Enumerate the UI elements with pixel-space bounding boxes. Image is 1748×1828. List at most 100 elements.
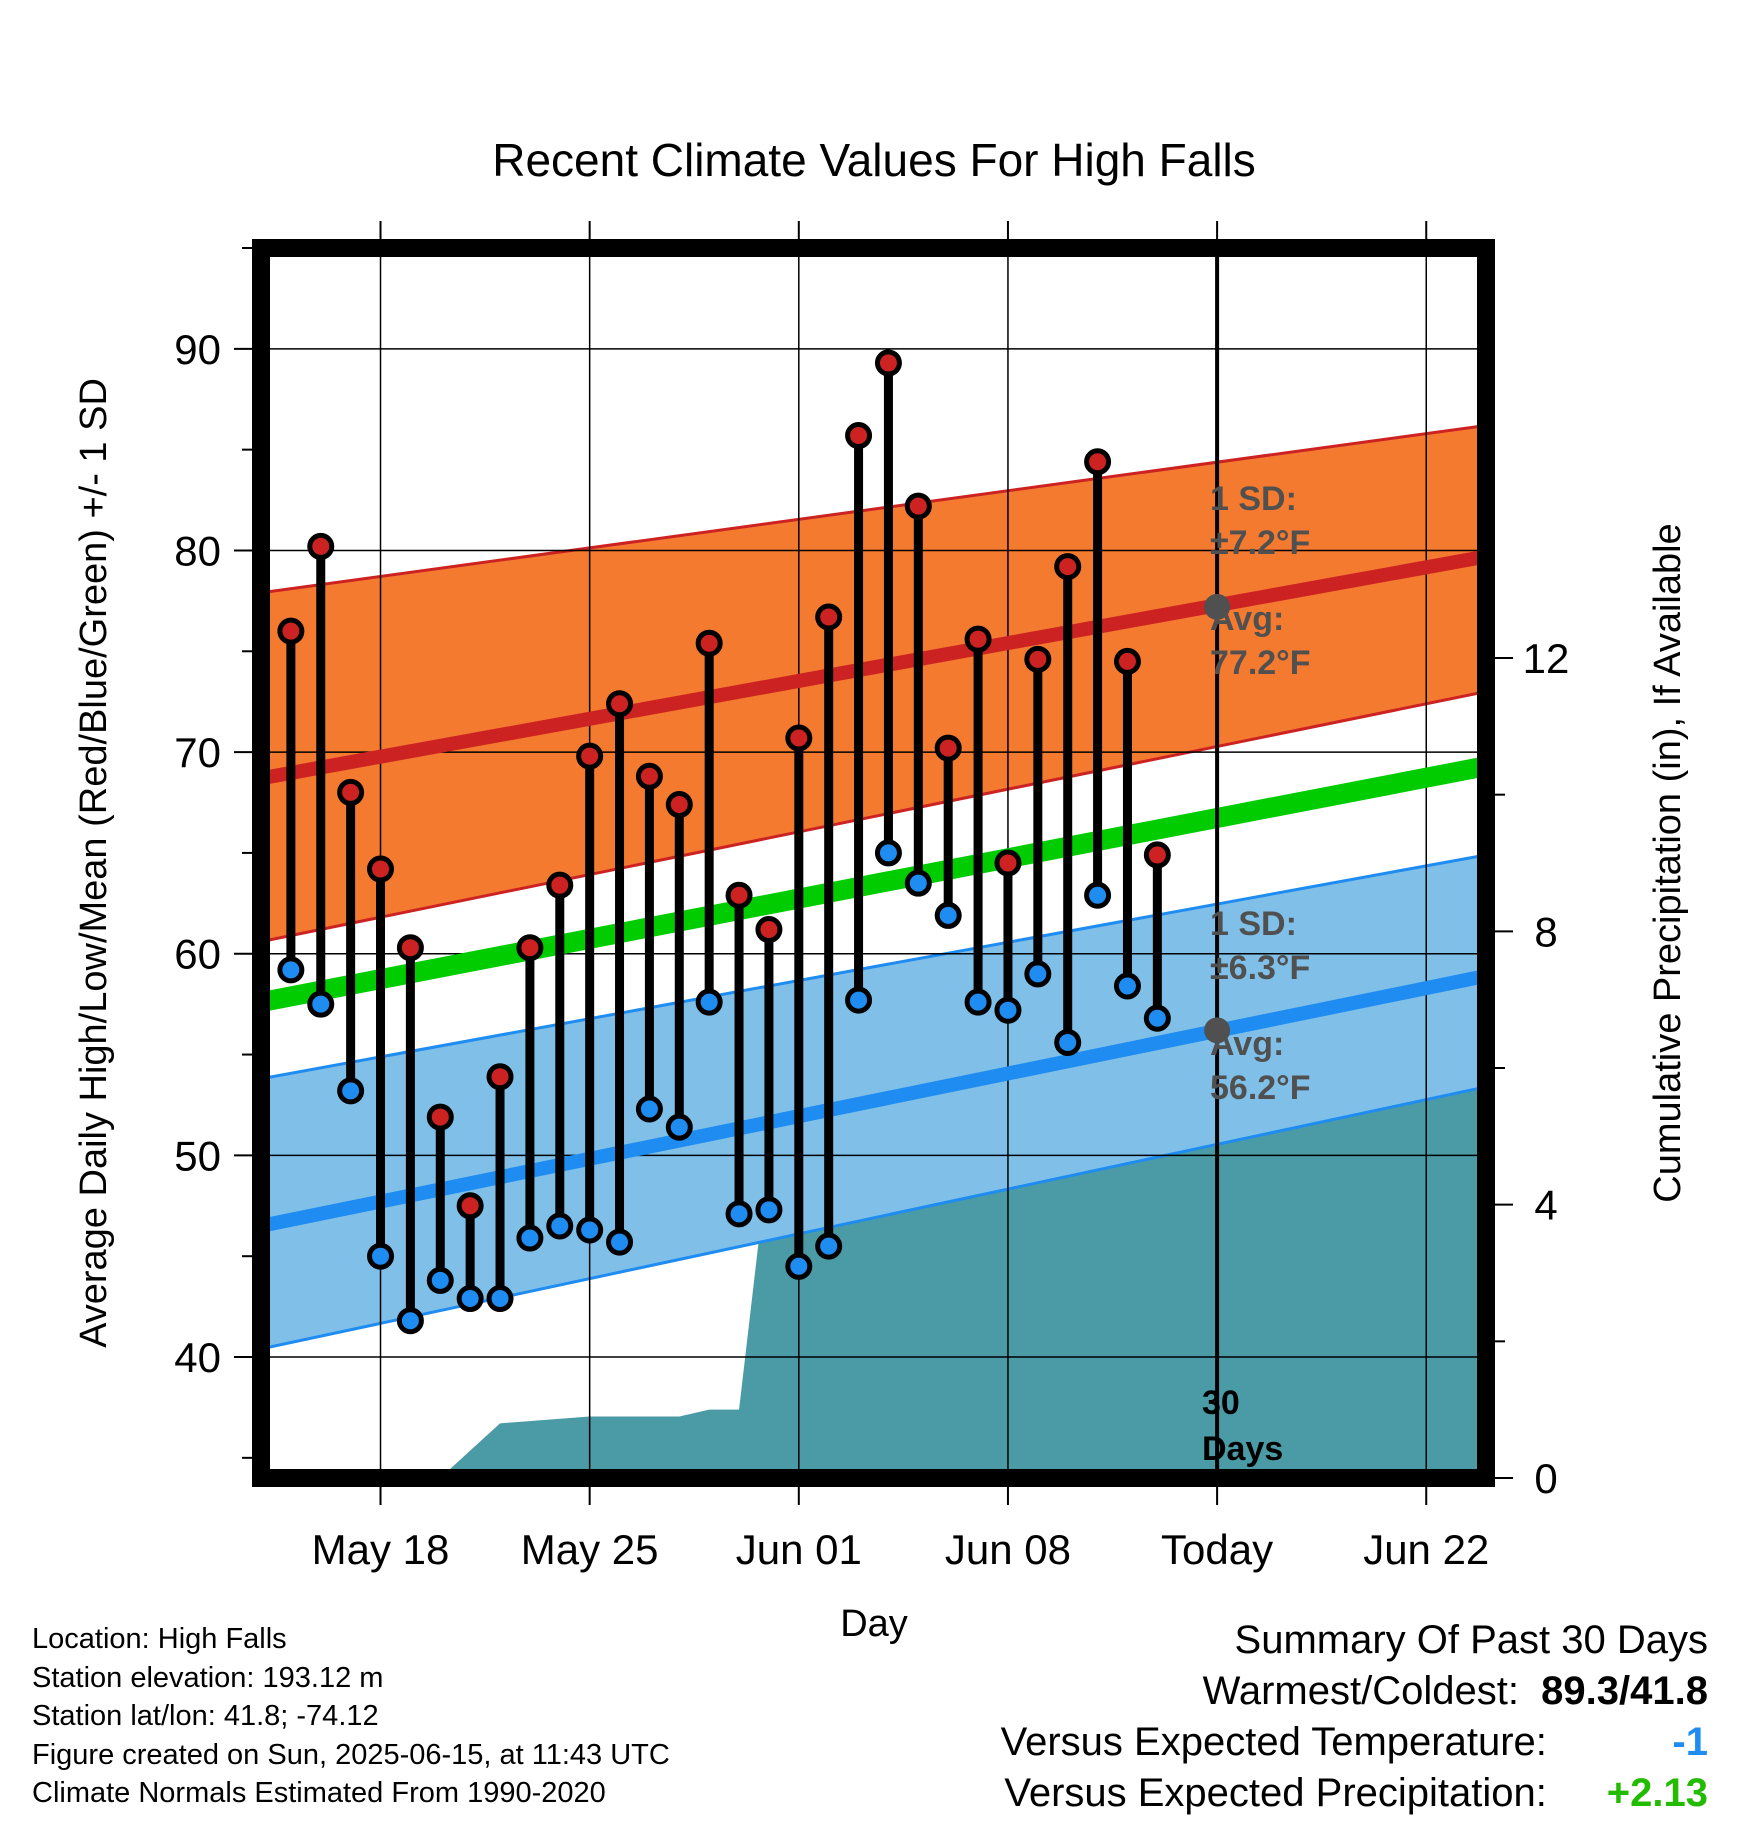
- precipitation-area: [440, 1057, 1486, 1478]
- high-normal-line: [261, 549, 1486, 786]
- daily-low-point: [576, 1216, 604, 1244]
- precip-row: Versus Expected Precipitation: +2.13: [1001, 1768, 1708, 1819]
- daily-high-point: [1054, 553, 1082, 581]
- low-sd-label: 1 SD:: [1210, 905, 1297, 943]
- mean-normal-line: [261, 756, 1486, 1012]
- x-tick-label: Jun 01: [736, 1526, 862, 1573]
- high-sd-value: ±7.2°F: [1210, 524, 1310, 562]
- y-tick-label: 90: [174, 326, 221, 373]
- temp-row: Versus Expected Temperature: -1: [1001, 1717, 1708, 1768]
- daily-high-point: [516, 934, 544, 962]
- precip-value: +2.13: [1606, 1771, 1708, 1815]
- daily-high-point: [576, 742, 604, 770]
- daily-low-point: [755, 1196, 783, 1224]
- daily-low-point: [904, 869, 932, 897]
- y-tick-label: 80: [174, 527, 221, 574]
- y-axis-label: Average Daily High/Low/Mean (Red/Blue/Gr…: [73, 378, 115, 1348]
- daily-low-point: [1084, 881, 1112, 909]
- daily-high-point: [396, 934, 424, 962]
- today-layer: [1204, 248, 1231, 1478]
- daily-low-point: [874, 839, 902, 867]
- days-count: 30: [1202, 1384, 1240, 1422]
- created-text: Figure created on Sun, 2025-06-15, at 11…: [32, 1738, 670, 1771]
- daily-high-point: [546, 871, 574, 899]
- daily-low-point: [934, 901, 962, 929]
- daily-low-point: [1143, 1004, 1171, 1032]
- location-text: Location: High Falls: [32, 1623, 287, 1655]
- y2-tick-label: 12: [1523, 635, 1570, 682]
- daily-low-point: [665, 1113, 693, 1141]
- temp-value: -1: [1672, 1720, 1708, 1764]
- daily-high-point: [1113, 647, 1141, 675]
- y-tick-label: 50: [174, 1132, 221, 1179]
- precip-label: Versus Expected Precipitation:: [1004, 1771, 1547, 1815]
- daily-low-point: [695, 988, 723, 1016]
- y-tick-label: 70: [174, 729, 221, 776]
- warm-cold-label: Warmest/Coldest:: [1202, 1669, 1519, 1713]
- days-word: Days: [1202, 1430, 1283, 1468]
- daily-low-point: [785, 1252, 813, 1280]
- daily-high-point: [934, 734, 962, 762]
- latlon-text: Station lat/lon: 41.8; -74.12: [32, 1700, 379, 1732]
- daily-low-point: [486, 1285, 514, 1313]
- low-sd-band-upper-edge: [261, 853, 1486, 1081]
- daily-high-point: [815, 603, 843, 631]
- daily-low-point: [725, 1200, 753, 1228]
- daily-low-point: [307, 990, 335, 1018]
- high-avg-value: 77.2°F: [1210, 644, 1311, 682]
- daily-high-point: [695, 629, 723, 657]
- low-avg-value: 56.2°F: [1210, 1069, 1311, 1107]
- daily-low-point: [1054, 1028, 1082, 1056]
- chart-title: Recent Climate Values For High Falls: [492, 134, 1256, 186]
- high-sd-band-upper-edge: [261, 423, 1486, 595]
- daily-low-point: [635, 1095, 663, 1123]
- high-sd-label: 1 SD:: [1210, 480, 1297, 518]
- daily-high-point: [725, 881, 753, 909]
- high-annotations: 1 SD: ±7.2°F Avg: 77.2°F: [1210, 480, 1311, 682]
- daily-high-point: [845, 422, 873, 450]
- daily-low-point: [815, 1232, 843, 1260]
- x-tick-label: Today: [1161, 1526, 1273, 1573]
- x-tick-label: Jun 08: [945, 1526, 1071, 1573]
- daily-high-point: [456, 1192, 484, 1220]
- high-sd-band-lower-edge: [261, 690, 1486, 944]
- daily-low-point: [1113, 972, 1141, 1000]
- low-normal-line: [261, 969, 1486, 1233]
- daily-high-point: [785, 724, 813, 752]
- daily-high-point: [755, 916, 783, 944]
- axes-layer: 40 50 60 70 80 90 0 4 8 12 May 18 May 25 Jun 01 Jun 0…: [174, 221, 1569, 1573]
- normals-lines-layer: [261, 549, 1486, 1233]
- y-tick-label: 60: [174, 931, 221, 978]
- normals-text: Climate Normals Estimated From 1990-2020: [32, 1777, 606, 1809]
- warm-cold-row: Warmest/Coldest: 89.3/41.8: [1001, 1666, 1708, 1717]
- high-avg-label: Avg:: [1210, 600, 1284, 638]
- low-annotations: 1 SD: ±6.3°F Avg: 56.2°F: [1210, 905, 1311, 1107]
- daily-high-point: [874, 349, 902, 377]
- temp-label: Versus Expected Temperature:: [1000, 1720, 1547, 1764]
- x-tick-label: May 25: [521, 1526, 659, 1573]
- daily-low-point: [516, 1224, 544, 1252]
- daily-low-point: [367, 1242, 395, 1270]
- daily-low-point: [337, 1077, 365, 1105]
- daily-high-point: [635, 762, 663, 790]
- x-tick-label: Jun 22: [1363, 1526, 1489, 1573]
- x-axis-label: Day: [840, 1603, 908, 1645]
- daily-low-point: [426, 1266, 454, 1294]
- elevation-text: Station elevation: 193.12 m: [32, 1661, 384, 1694]
- daily-high-point: [307, 532, 335, 560]
- low-avg-today-marker: [1204, 1017, 1231, 1044]
- daily-high-point: [486, 1063, 514, 1091]
- daily-low-point: [606, 1228, 634, 1256]
- daily-high-point: [367, 855, 395, 883]
- daily-high-point: [994, 849, 1022, 877]
- observations-layer: [277, 349, 1171, 1335]
- summary-panel: Summary Of Past 30 Days Warmest/Coldest:…: [1001, 1615, 1708, 1819]
- daily-low-point: [277, 956, 305, 984]
- station-info: Location: High Falls Station elevation: …: [32, 1620, 670, 1813]
- daily-low-point: [964, 988, 992, 1016]
- daily-low-point: [546, 1212, 574, 1240]
- daily-low-point: [845, 986, 873, 1014]
- precipitation-layer: [440, 1057, 1486, 1478]
- daily-high-point: [606, 690, 634, 718]
